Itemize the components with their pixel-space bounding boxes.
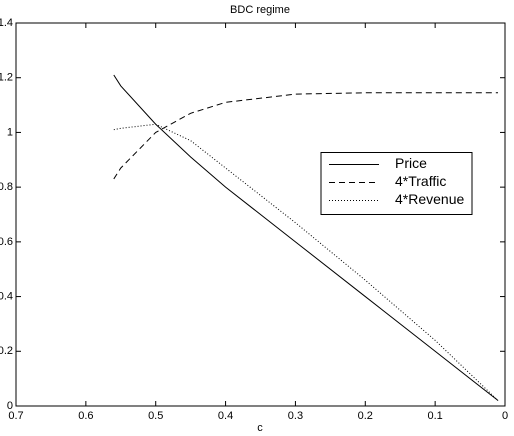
x-tick-label: 0.3: [288, 410, 303, 422]
y-tick-label: 1.4: [0, 17, 13, 29]
y-tick-label: 1.2: [0, 72, 13, 84]
x-tick-label: 0.2: [358, 410, 373, 422]
legend: Price 4*Traffic 4*Revenue: [320, 152, 473, 215]
x-tick-label: 0.6: [78, 410, 93, 422]
y-tick-label: 0.2: [0, 345, 13, 357]
x-tick-label: 0.5: [148, 410, 163, 422]
legend-box: [320, 152, 473, 215]
x-tick-label: 0.4: [218, 410, 233, 422]
y-tick-label: 0.4: [0, 290, 13, 302]
x-tick-label: 0.1: [427, 410, 442, 422]
series-line: [113, 74, 499, 401]
legend-label: 4*Traffic: [395, 173, 446, 189]
y-tick-label: 1: [7, 126, 13, 138]
x-tick-label: 0.7: [8, 410, 23, 422]
y-tick-label: 0: [7, 400, 13, 412]
chart-title: BDC regime: [230, 4, 290, 16]
legend-label: Price: [395, 155, 427, 171]
legend-label: 4*Revenue: [395, 191, 464, 207]
plot-frame: [15, 22, 506, 407]
x-axis-label: c: [257, 422, 263, 434]
y-tick-label: 0.8: [0, 181, 13, 193]
x-tick-label: 0: [502, 410, 508, 422]
y-tick-label: 0.6: [0, 236, 13, 248]
series-line: [113, 123, 499, 401]
